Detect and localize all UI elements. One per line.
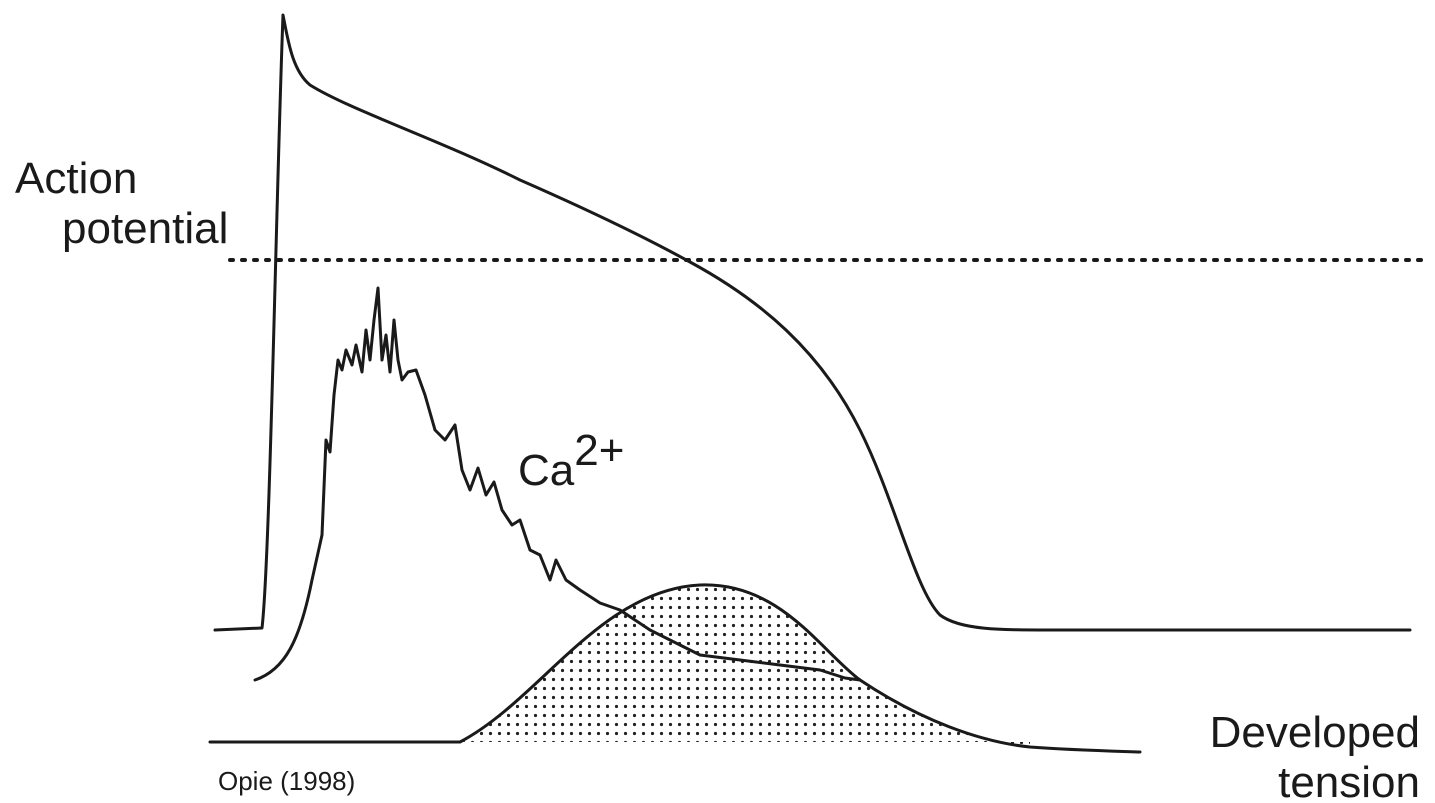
calcium-sup: 2+ bbox=[574, 426, 624, 475]
action-potential-curve bbox=[213, 13, 1412, 632]
tension-curve bbox=[208, 583, 1142, 754]
developed-label: Developed bbox=[1210, 708, 1420, 757]
tension-label: tension bbox=[1278, 758, 1420, 803]
calcium-curve bbox=[253, 286, 862, 682]
source-label: Opie (1998) bbox=[218, 766, 355, 796]
tension-area bbox=[460, 584, 1030, 747]
potential-label: potential bbox=[62, 204, 228, 253]
calcium-label: Ca2+ bbox=[518, 426, 624, 495]
action-label: Action bbox=[15, 154, 137, 203]
calcium-base: Ca bbox=[518, 446, 575, 495]
